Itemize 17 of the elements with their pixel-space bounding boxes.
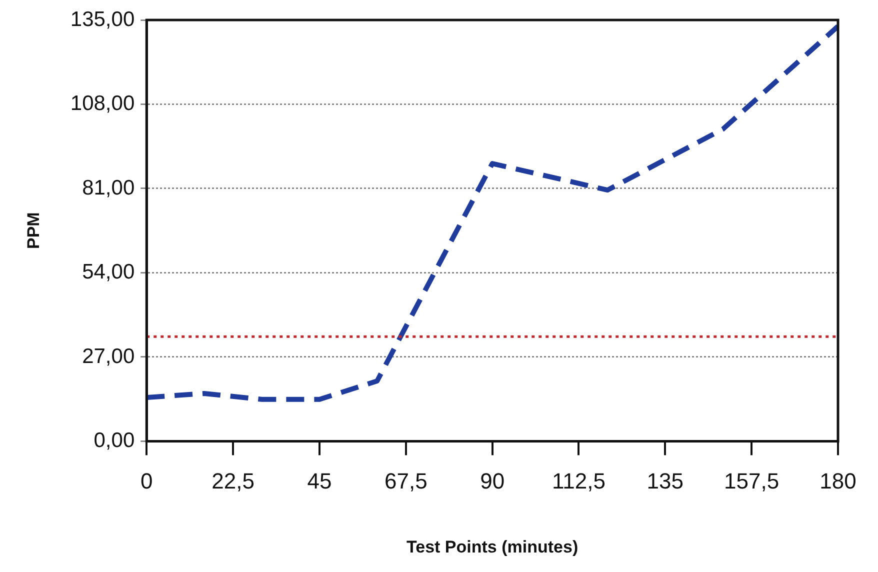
y-axis-title: PPM xyxy=(24,212,43,250)
x-tick-label: 180 xyxy=(820,468,856,494)
x-tick-label: 45 xyxy=(307,468,332,494)
x-tick-label: 22,5 xyxy=(212,468,254,494)
x-tick-label: 0 xyxy=(140,468,153,494)
y-tick-label: 54,00 xyxy=(82,260,135,284)
y-tick-label: 108,00 xyxy=(70,92,135,116)
x-tick-label: 157,5 xyxy=(724,468,780,494)
y-tick-label: 0,00 xyxy=(94,428,135,452)
x-axis-title: Test Points (minutes) xyxy=(406,537,578,556)
y-tick-label: 27,00 xyxy=(82,344,135,368)
x-tick-label: 90 xyxy=(480,468,505,494)
x-tick-label: 135 xyxy=(646,468,684,494)
y-tick-label: 135,00 xyxy=(70,8,135,31)
x-tick-label: 112,5 xyxy=(552,468,606,494)
x-tick-label: 67,5 xyxy=(384,468,428,494)
y-tick-label: 81,00 xyxy=(82,176,135,200)
